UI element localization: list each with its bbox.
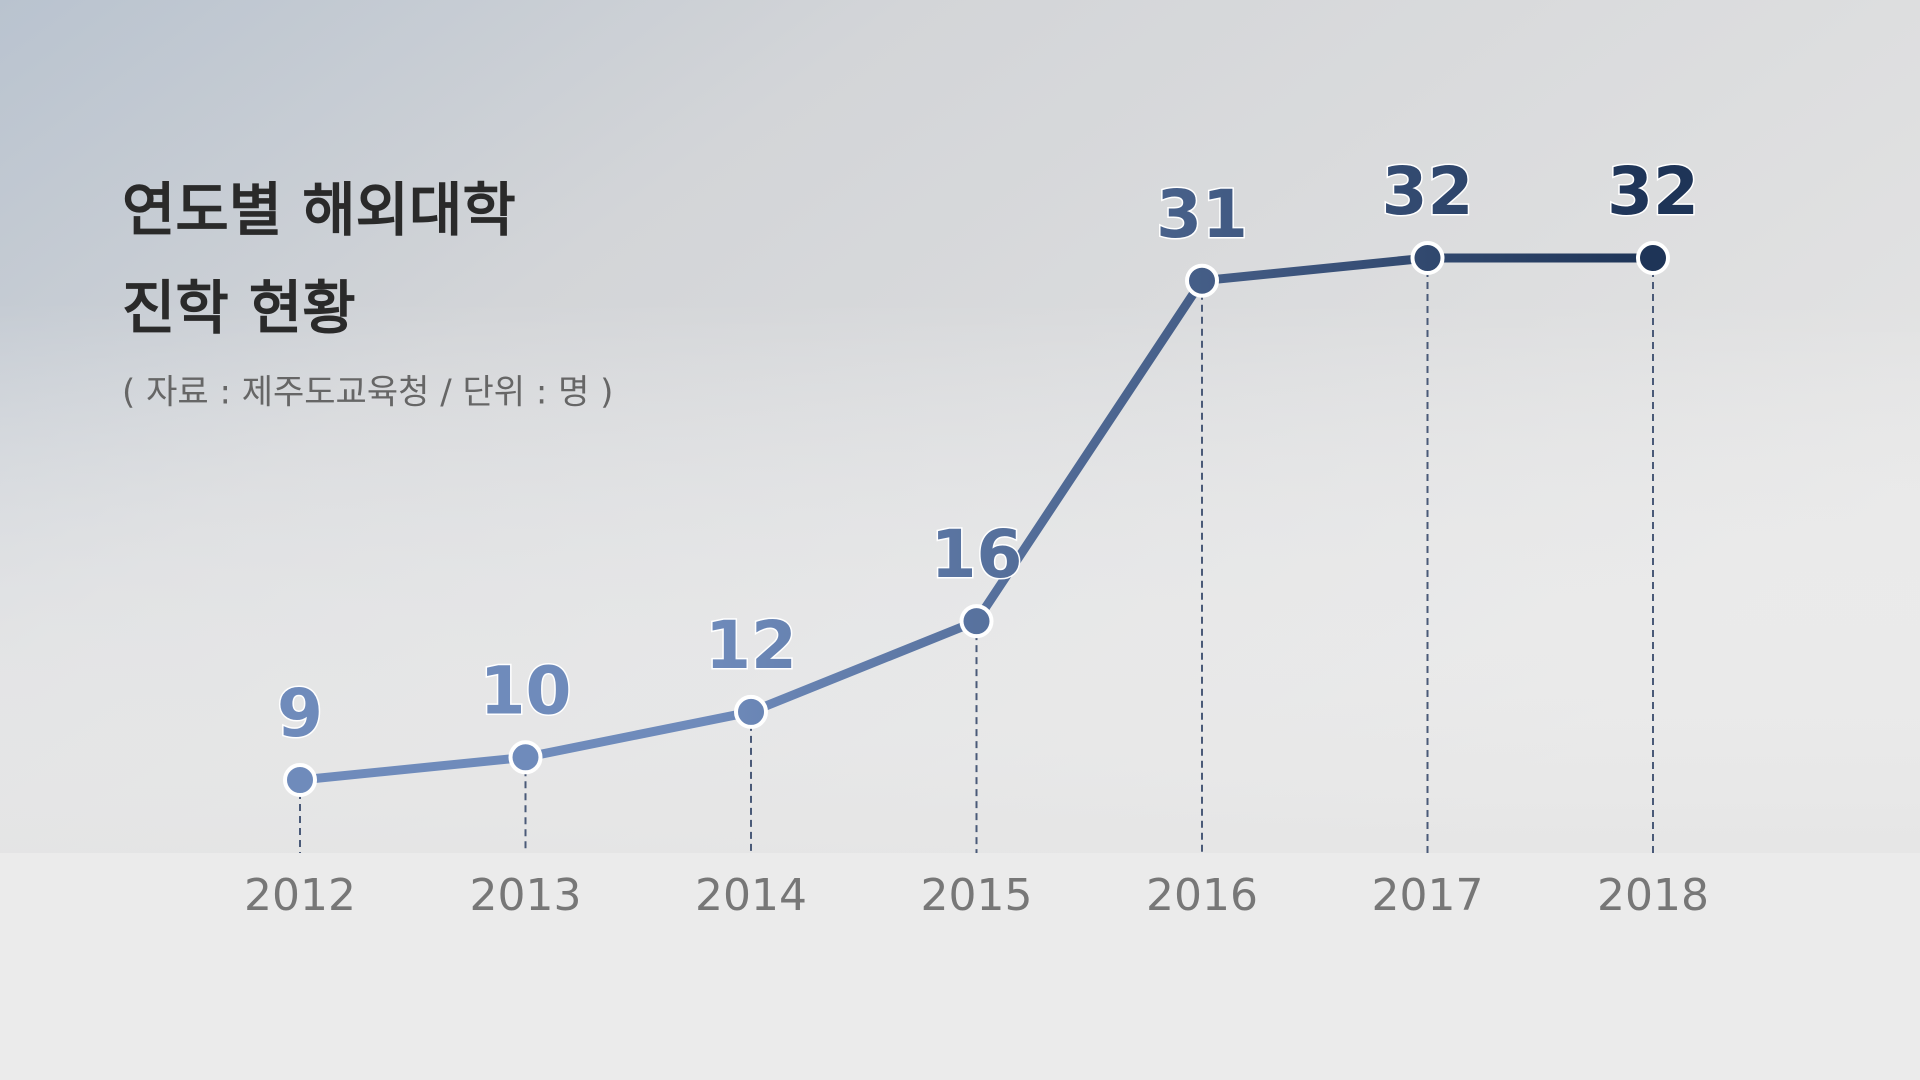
chart-subtitle: ( 자료 : 제주도교육청 / 단위 : 명 ) [122, 373, 613, 413]
data-label: 31 [1156, 176, 1248, 253]
point [1185, 263, 1219, 298]
data-label: 10 [480, 652, 572, 729]
x-tick-label: 2013 [470, 870, 582, 921]
background-fog [0, 300, 1920, 853]
point [1410, 241, 1445, 275]
x-tick-label: 2018 [1597, 870, 1709, 921]
data-label: 16 [931, 516, 1023, 593]
x-tick-label: 2017 [1372, 870, 1484, 921]
point [508, 740, 543, 775]
data-label: 9 [277, 675, 323, 752]
x-tick-label: 2012 [244, 870, 356, 921]
point [734, 694, 768, 729]
chart-title: 진학 현황 [122, 274, 356, 342]
x-tick-label: 2014 [695, 870, 807, 921]
x-tick-label: 2016 [1146, 870, 1258, 921]
point [283, 763, 317, 797]
data-label: 12 [705, 607, 797, 684]
chart-title: 연도별 해외대학 [122, 176, 516, 244]
point [1636, 241, 1670, 275]
axis-band [0, 853, 1920, 1080]
x-tick-label: 2015 [921, 870, 1033, 921]
data-label: 32 [1607, 153, 1699, 230]
point [959, 604, 994, 639]
data-label: 32 [1382, 153, 1474, 230]
